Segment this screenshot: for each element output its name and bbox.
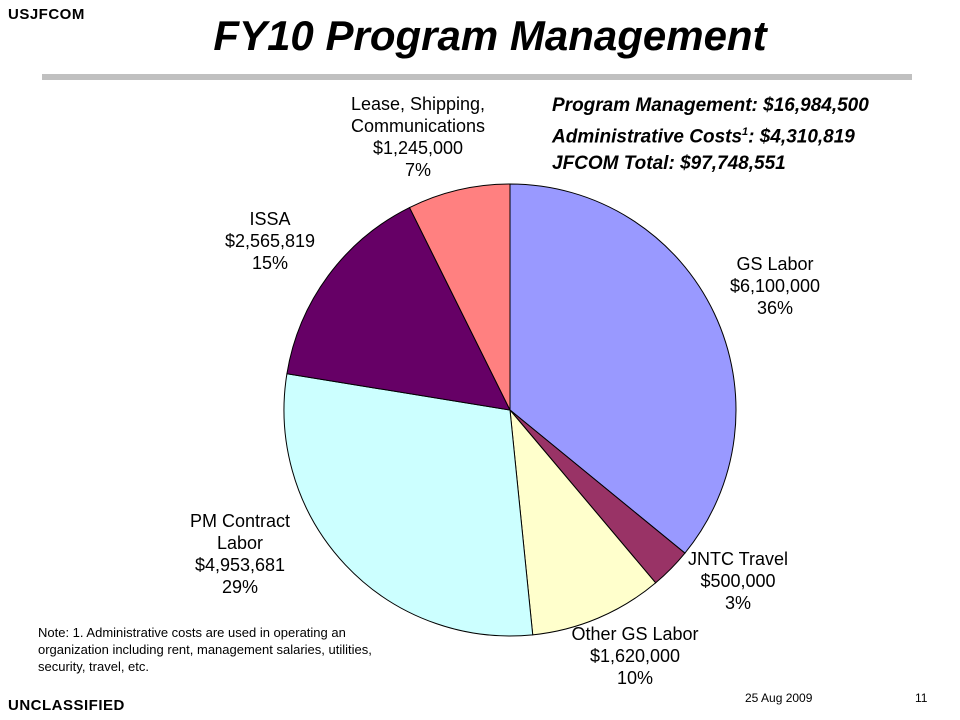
slice-category-text: Lease, Shipping,: [351, 94, 485, 114]
slice-percent-text: 3%: [725, 593, 751, 613]
slice-amount-text: $2,565,819: [225, 231, 315, 251]
slice-category-text: PM Contract: [190, 511, 290, 531]
pie-slice: [408, 183, 511, 411]
administrative-costs-total: Administrative Costs1: $4,310,819: [552, 119, 869, 150]
footnote-marker: 1: [742, 126, 749, 138]
title-divider: [42, 74, 912, 80]
slice-amount-text: $1,620,000: [590, 646, 680, 666]
slice-label: PM Contract Labor $4,953,681 29%: [190, 511, 290, 597]
pie-slice: [509, 183, 737, 554]
jfcom-total: JFCOM Total: $97,748,551: [552, 153, 786, 175]
pie-slice: [286, 206, 511, 411]
administrative-costs-label: Administrative Costs: [552, 126, 743, 148]
slice-label: Lease, Shipping, Communications $1,245,000…: [351, 94, 485, 180]
slice-amount-text: $6,100,000: [730, 276, 820, 296]
page-number: 11: [915, 691, 928, 705]
slice-percent-text: 10%: [617, 668, 653, 688]
slice-label: JNTC Travel $500,000 3%: [688, 549, 788, 613]
slice-label: Other GS Labor $1,620,000 10%: [571, 624, 698, 688]
pie-slice: [283, 373, 534, 637]
slice-category-text: Labor: [217, 533, 263, 553]
administrative-costs-value: : $4,310,819: [748, 126, 855, 148]
footnote: Note: 1. Administrative costs are used i…: [38, 625, 372, 674]
organization-label: USJFCOM: [8, 6, 85, 23]
slice-category-text: GS Labor: [736, 254, 813, 274]
slice-category-text: Communications: [351, 116, 485, 136]
page-title: FY10 Program Management: [213, 12, 767, 59]
slice-percent-text: 15%: [252, 253, 288, 273]
slice-label: ISSA $2,565,819 15%: [225, 209, 315, 273]
slice-amount-text: $4,953,681: [195, 555, 285, 575]
classification-marking: UNCLASSIFIED: [8, 697, 125, 714]
slice-category-text: ISSA: [249, 209, 290, 229]
slice-percent-text: 29%: [222, 577, 258, 597]
slice-percent-text: 36%: [757, 298, 793, 318]
slice-label: GS Labor $6,100,000 36%: [730, 254, 820, 318]
slice-category-text: JNTC Travel: [688, 549, 788, 569]
slide-date: 25 Aug 2009: [745, 691, 813, 705]
budget-summary: Program Management: $16,984,500 Administ…: [552, 92, 869, 177]
pie-slice: [509, 408, 657, 636]
slice-percent-text: 7%: [405, 160, 431, 180]
slice-amount-text: $500,000: [700, 571, 775, 591]
program-management-total: Program Management: $16,984,500: [552, 95, 869, 116]
slice-amount-text: $1,245,000: [373, 138, 463, 158]
slice-category-text: Other GS Labor: [571, 624, 698, 644]
